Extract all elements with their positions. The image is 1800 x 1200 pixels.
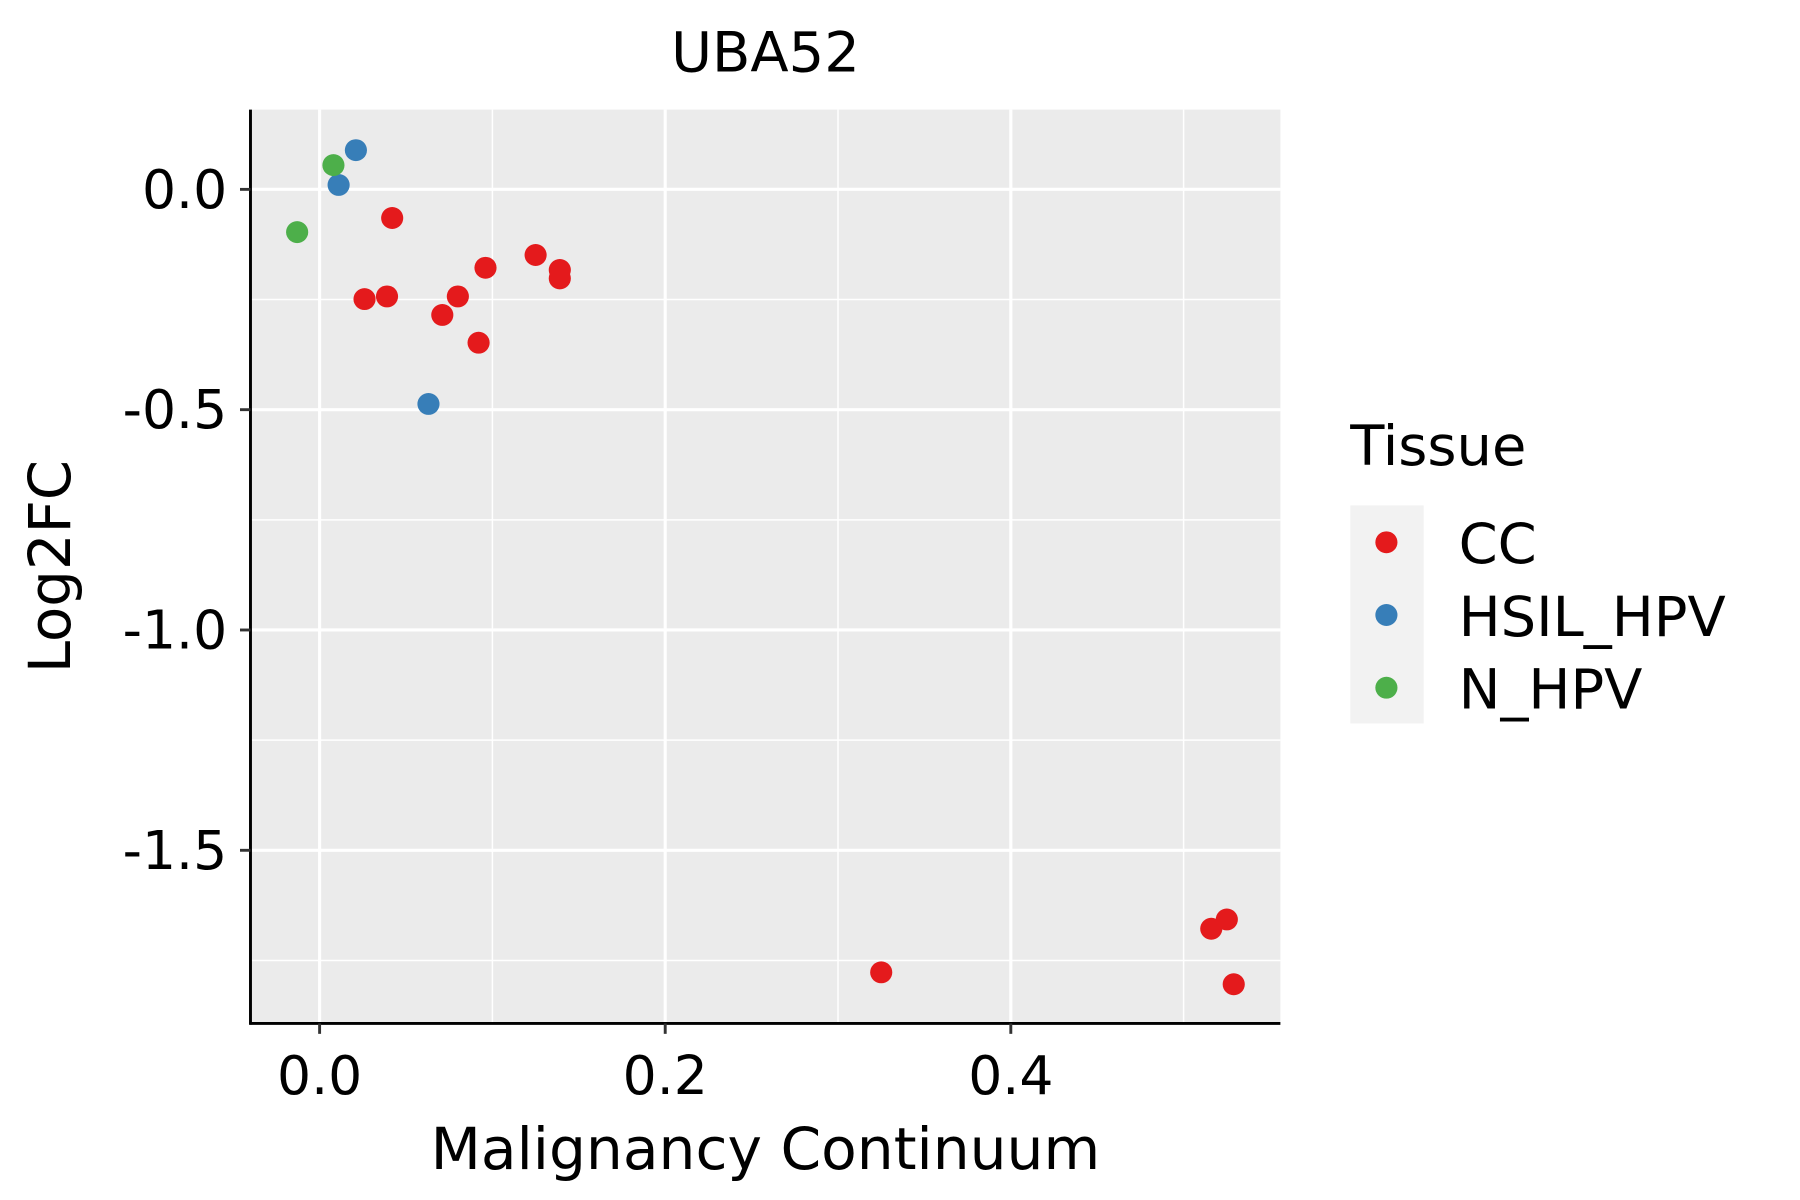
data-point-n-hpv [286,221,309,244]
data-point-cc [353,288,376,311]
data-point-hsil-hpv [327,173,350,196]
plot-panel [250,109,1281,1024]
axis-ticks: 0.0 0.2 0.4 0.0 -0.5 -1.0 -1.5 [123,158,1054,1107]
data-point-hsil-hpv [417,392,440,415]
data-point-cc [1222,973,1245,996]
legend-key-hsil-hpv [1375,604,1398,626]
data-point-cc [381,207,404,229]
y-tick-label: 0.0 [142,158,227,221]
legend-key-n-hpv [1375,676,1398,699]
legend-label: CC [1459,512,1537,577]
data-point-cc [474,256,497,279]
y-tick-label: -0.5 [123,378,228,441]
data-point-cc [524,244,547,266]
data-point-cc [1215,908,1238,931]
data-point-cc [548,267,571,290]
data-point-cc [375,285,399,308]
y-axis-label: Log2FC [16,460,84,673]
data-point-cc [431,303,454,326]
x-axis-label: Malignancy Continuum [431,1115,1101,1183]
data-point-cc [870,961,893,984]
legend-label: N_HPV [1459,658,1643,723]
data-point-n-hpv [322,154,345,177]
x-tick-label: 0.0 [277,1044,362,1107]
legend-title: Tissue [1349,414,1526,479]
chart-title: UBA52 [671,21,860,86]
data-point-cc [446,285,469,308]
y-tick-label: -1.5 [123,819,228,882]
data-point-hsil-hpv [344,139,367,162]
x-tick-label: 0.2 [623,1044,708,1107]
data-points [286,139,1245,996]
legend-label: HSIL_HPV [1459,585,1726,650]
data-point-cc [467,331,490,354]
x-tick-label: 0.4 [968,1044,1053,1107]
legend: Tissue CC HSIL_HPV N_HPV [1349,414,1726,724]
y-tick-label: -1.0 [123,599,228,662]
legend-key-cc [1375,531,1398,554]
